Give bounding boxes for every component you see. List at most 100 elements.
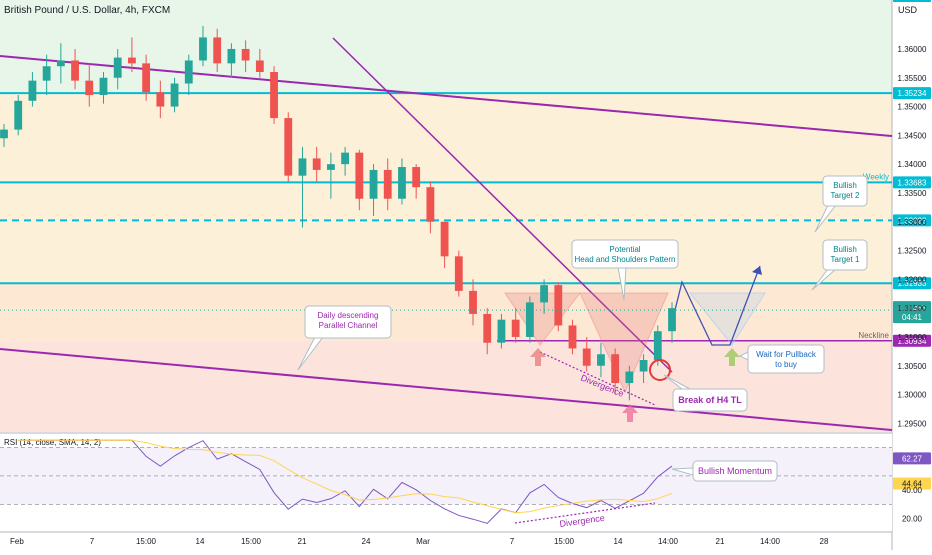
target1-callout-box (822, 239, 868, 271)
candle-body-16 (227, 48, 236, 64)
rsi-label-3: 20.00 (902, 515, 923, 524)
level-label-5: 1.30934 (898, 337, 927, 346)
time-tick-10: 14 (614, 537, 623, 546)
time-tick-12: 21 (716, 537, 725, 546)
candle-body-22 (312, 158, 321, 170)
pullback-callout-line-0: Wait for Pullback (756, 350, 817, 359)
candle-body-38 (540, 285, 548, 303)
level-label-3: 1.33023 (898, 216, 927, 225)
level-label-bg-5 (893, 334, 931, 347)
channel-callout-line-0: Daily descending (318, 311, 379, 320)
momentum-callout-text: Bullish Momentum (698, 466, 772, 476)
horizontal-levels: Weekly1.369191.35234Weekly1.336831.33023… (0, 0, 931, 347)
candle-body-41 (582, 348, 591, 366)
target1-callout-line-0: Bullish (833, 245, 857, 254)
candle-body-7 (99, 77, 108, 96)
price-tick-5: 1.33500 (898, 189, 927, 198)
price-tick-0: 1.36000 (898, 45, 927, 54)
time-tick-11: 14:00 (658, 537, 679, 546)
time-tick-1: 7 (90, 537, 95, 546)
rsi-label-0: 62.27 (902, 454, 923, 463)
time-tick-14: 28 (820, 537, 829, 546)
candle-body-19 (270, 72, 278, 119)
right-shoulder-shape (688, 292, 766, 346)
candle-body-2 (28, 80, 37, 101)
break-callout-tail (663, 374, 691, 390)
rsi-label-1: 44.64 (902, 480, 923, 489)
price-tick-8: 1.32000 (898, 275, 927, 284)
candle-body-17 (241, 48, 250, 61)
rsi-label-2: 40.00 (902, 486, 923, 495)
currency-label: USD (898, 5, 918, 15)
level-label-bg-1 (893, 87, 931, 100)
level-tag-5: Neckline (858, 331, 889, 340)
potential-hs-callout-box (571, 239, 679, 269)
center-up-arrow (622, 404, 638, 422)
candle-body-8 (113, 57, 122, 78)
candle-body-13 (184, 60, 193, 84)
candle-body-44 (625, 371, 634, 384)
price-tick-12: 1.30000 (898, 391, 927, 400)
candle-body-6 (85, 80, 94, 96)
candle-body-40 (568, 325, 577, 349)
rsi-title: RSI (14, close, SMA, 14, 2) (4, 438, 101, 447)
rsi-divergence-line (514, 502, 656, 524)
time-tick-4: 15:00 (241, 537, 262, 546)
candle-body-1 (14, 100, 23, 130)
current-price-label: 1.31465 (898, 304, 927, 313)
price-tick-3: 1.34500 (898, 131, 927, 140)
price-tick-7: 1.32500 (898, 247, 927, 256)
candle-body-33 (469, 290, 477, 314)
level-label-0: 1.36919 (898, 0, 927, 1)
level-tag-2: Weekly (863, 172, 889, 181)
price-tick-4: 1.34000 (898, 160, 927, 169)
candle-body-14 (199, 37, 207, 61)
candle-body-0 (0, 129, 8, 139)
candle-body-20 (284, 118, 293, 176)
price-tick-2: 1.35000 (898, 103, 927, 112)
level-label-4: 1.31933 (898, 279, 927, 288)
candle-body-30 (426, 187, 435, 222)
level-label-bg-0 (893, 0, 931, 3)
level-label-bg-2 (893, 176, 931, 189)
channel-callout-line-1: Parallel Channel (319, 321, 378, 330)
candle-body-29 (412, 167, 421, 188)
time-tick-5: 21 (298, 537, 307, 546)
candles-layer (0, 25, 676, 401)
potential-hs-callout-line-1: Head and Shoulders Pattern (575, 255, 676, 264)
break-callout-text: Break of H4 TL (678, 395, 742, 405)
price-divergence-line (539, 351, 656, 406)
candle-body-26 (369, 169, 378, 199)
candle-body-15 (213, 37, 222, 64)
candle-body-23 (326, 164, 335, 170)
candle-body-45 (639, 360, 648, 372)
projection-arrowhead (752, 266, 762, 275)
pullback-callout-line-1: to buy (775, 360, 797, 369)
time-tick-13: 14:00 (760, 537, 781, 546)
candle-body-47 (668, 308, 676, 332)
rsi-ma-line (18, 439, 673, 514)
price-tick-1: 1.35500 (898, 74, 927, 83)
candle-body-42 (597, 354, 605, 366)
candle-body-43 (611, 354, 620, 384)
rsi-panel: RSI (14, close, SMA, 14, 2)DivergenceBul… (0, 432, 931, 531)
current-price-bg (893, 301, 931, 324)
time-tick-0: Feb (10, 537, 24, 546)
candle-body-31 (440, 221, 449, 257)
rsi-label-bg-1 (893, 477, 931, 490)
candle-body-36 (511, 319, 520, 337)
pullback-callout-box (747, 344, 825, 374)
level-label-bg-4 (893, 277, 931, 290)
candle-body-39 (554, 285, 563, 326)
time-tick-7: Mar (416, 537, 430, 546)
price-tick-11: 1.30500 (898, 362, 927, 371)
candle-body-35 (497, 319, 506, 343)
price-tick-6: 1.33000 (898, 218, 927, 227)
candle-body-32 (454, 256, 463, 291)
candle-body-28 (398, 167, 406, 199)
candle-body-4 (56, 60, 65, 67)
price-tick-10: 1.31000 (898, 333, 927, 342)
